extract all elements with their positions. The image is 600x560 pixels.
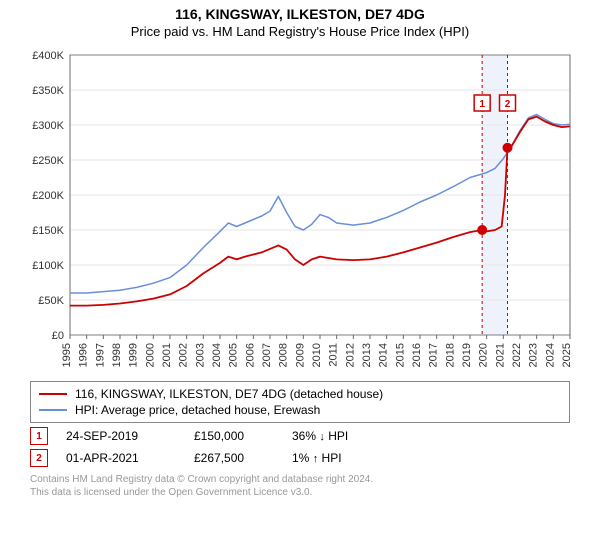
- svg-text:2020: 2020: [478, 343, 490, 367]
- svg-text:2008: 2008: [278, 343, 290, 367]
- chart-subtitle: Price paid vs. HM Land Registry's House …: [0, 22, 600, 45]
- svg-text:2021: 2021: [494, 343, 506, 367]
- svg-text:2017: 2017: [428, 343, 440, 367]
- legend: 116, KINGSWAY, ILKESTON, DE7 4DG (detach…: [30, 381, 570, 423]
- svg-text:£300K: £300K: [32, 120, 64, 132]
- svg-text:2025: 2025: [561, 343, 573, 367]
- svg-text:2: 2: [505, 99, 511, 110]
- svg-text:2006: 2006: [244, 343, 256, 367]
- svg-text:£250K: £250K: [32, 155, 64, 167]
- svg-text:2005: 2005: [228, 343, 240, 367]
- svg-text:2016: 2016: [411, 343, 423, 367]
- legend-swatch: [39, 409, 67, 411]
- svg-text:£200K: £200K: [32, 190, 64, 202]
- svg-text:2023: 2023: [528, 343, 540, 367]
- svg-text:2022: 2022: [511, 343, 523, 367]
- svg-text:2010: 2010: [311, 343, 323, 367]
- sale-price: £267,500: [194, 451, 274, 465]
- legend-swatch: [39, 393, 67, 395]
- svg-text:2015: 2015: [394, 343, 406, 367]
- chart-title: 116, KINGSWAY, ILKESTON, DE7 4DG: [0, 0, 600, 22]
- svg-text:1998: 1998: [111, 343, 123, 367]
- svg-text:1997: 1997: [94, 343, 106, 367]
- sale-row: 1 24-SEP-2019 £150,000 36% ↓ HPI: [30, 427, 570, 445]
- svg-text:£100K: £100K: [32, 260, 64, 272]
- sale-marker: 2: [30, 449, 48, 467]
- svg-text:2011: 2011: [328, 343, 340, 367]
- sale-price: £150,000: [194, 429, 274, 443]
- svg-text:£350K: £350K: [32, 85, 64, 97]
- svg-text:£150K: £150K: [32, 225, 64, 237]
- footer-line: This data is licensed under the Open Gov…: [30, 486, 570, 499]
- svg-text:2014: 2014: [378, 343, 390, 367]
- svg-text:2019: 2019: [461, 343, 473, 367]
- sale-marker: 1: [30, 427, 48, 445]
- svg-text:2001: 2001: [161, 343, 173, 367]
- svg-text:2024: 2024: [544, 343, 556, 367]
- sale-hpi-diff: 1% ↑ HPI: [292, 451, 342, 465]
- svg-text:2009: 2009: [294, 343, 306, 367]
- svg-text:1995: 1995: [61, 343, 73, 367]
- svg-text:2007: 2007: [261, 343, 273, 367]
- sale-row: 2 01-APR-2021 £267,500 1% ↑ HPI: [30, 449, 570, 467]
- footer-line: Contains HM Land Registry data © Crown c…: [30, 473, 570, 486]
- legend-item-property: 116, KINGSWAY, ILKESTON, DE7 4DG (detach…: [39, 386, 561, 402]
- sale-hpi-diff: 36% ↓ HPI: [292, 429, 348, 443]
- svg-text:2002: 2002: [178, 343, 190, 367]
- sale-date: 24-SEP-2019: [66, 429, 176, 443]
- svg-text:2000: 2000: [144, 343, 156, 367]
- legend-item-hpi: HPI: Average price, detached house, Erew…: [39, 402, 561, 418]
- sale-date: 01-APR-2021: [66, 451, 176, 465]
- svg-text:2004: 2004: [211, 343, 223, 367]
- svg-text:£50K: £50K: [38, 295, 64, 307]
- footer: Contains HM Land Registry data © Crown c…: [30, 473, 570, 499]
- legend-label: HPI: Average price, detached house, Erew…: [75, 403, 320, 417]
- svg-text:1999: 1999: [128, 343, 140, 367]
- price-chart: £0 £50K £100K £150K £200K £250K £300K £350K £400…: [20, 45, 580, 375]
- svg-text:£400K: £400K: [32, 50, 64, 62]
- svg-text:2013: 2013: [361, 343, 373, 367]
- svg-text:1: 1: [479, 99, 485, 110]
- svg-text:2003: 2003: [194, 343, 206, 367]
- svg-text:2018: 2018: [444, 343, 456, 367]
- svg-text:£0: £0: [52, 330, 64, 342]
- svg-text:2012: 2012: [344, 343, 356, 367]
- legend-label: 116, KINGSWAY, ILKESTON, DE7 4DG (detach…: [75, 387, 383, 401]
- svg-text:1996: 1996: [78, 343, 90, 367]
